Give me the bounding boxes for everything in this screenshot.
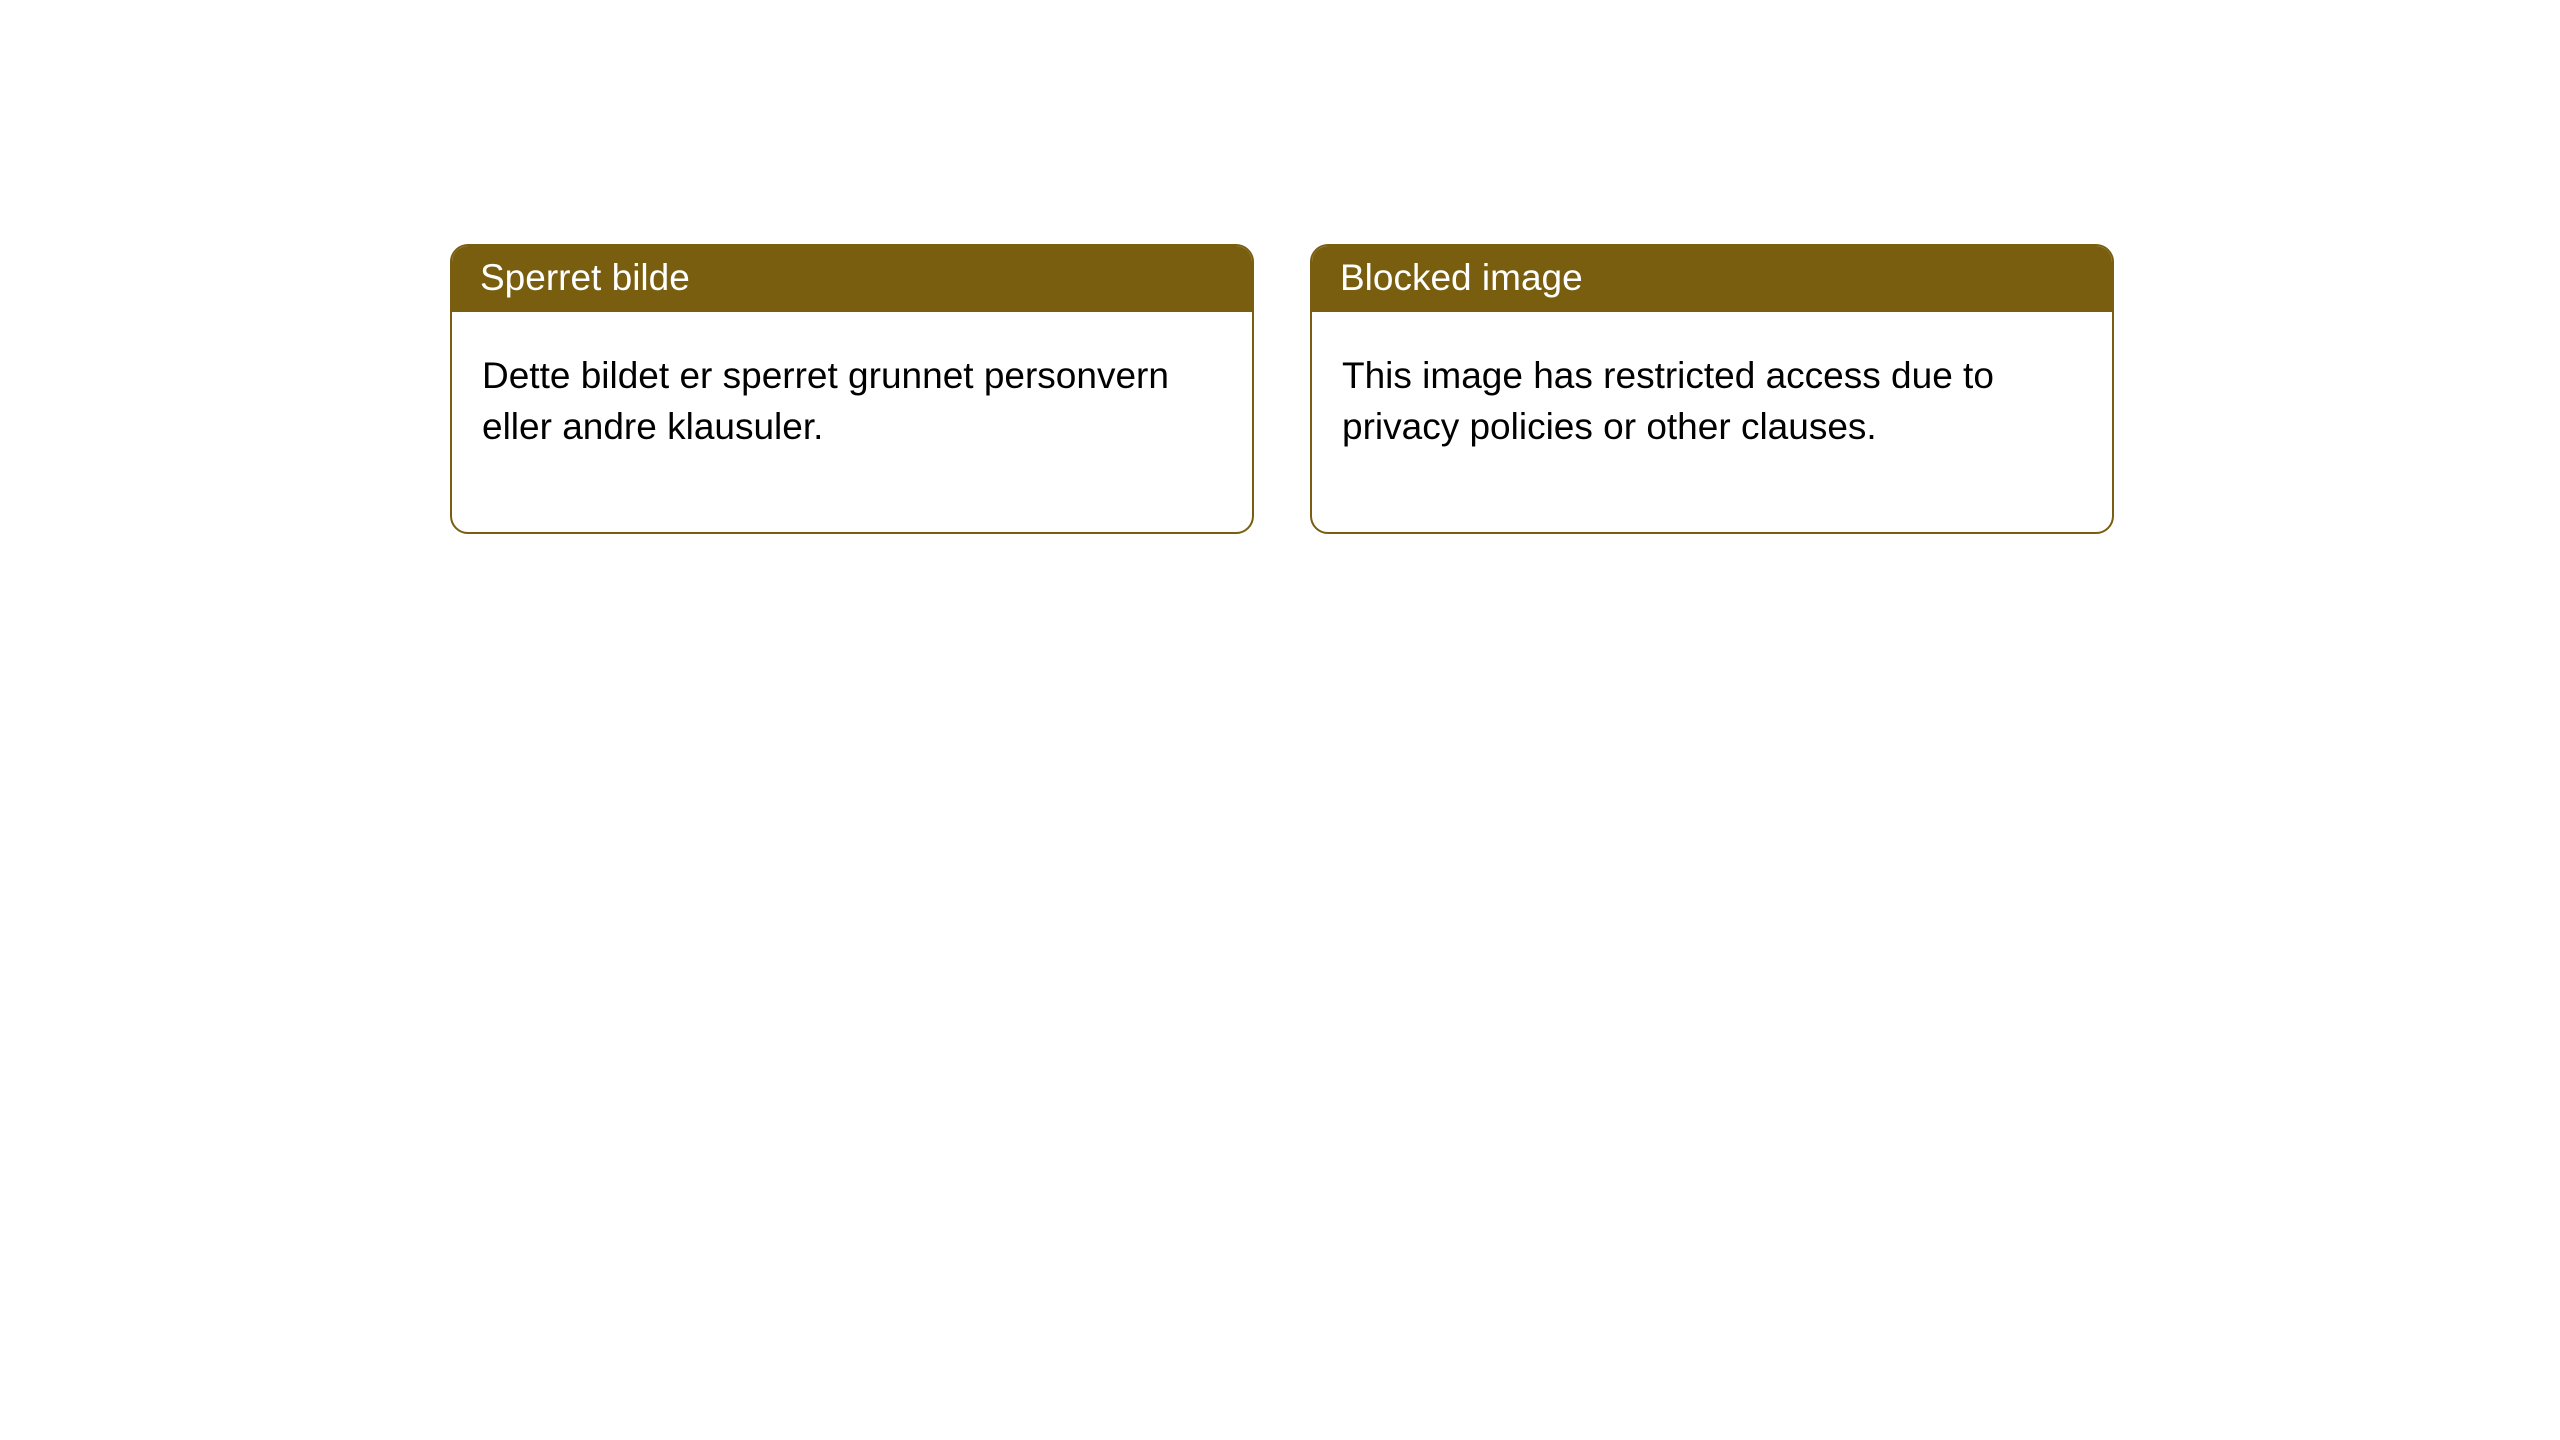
- notice-card-norwegian: Sperret bilde Dette bildet er sperret gr…: [450, 244, 1254, 534]
- notice-card-english: Blocked image This image has restricted …: [1310, 244, 2114, 534]
- card-title: Blocked image: [1312, 246, 2112, 312]
- card-body: Dette bildet er sperret grunnet personve…: [452, 312, 1252, 532]
- card-body: This image has restricted access due to …: [1312, 312, 2112, 532]
- notice-cards-container: Sperret bilde Dette bildet er sperret gr…: [0, 0, 2560, 534]
- card-title: Sperret bilde: [452, 246, 1252, 312]
